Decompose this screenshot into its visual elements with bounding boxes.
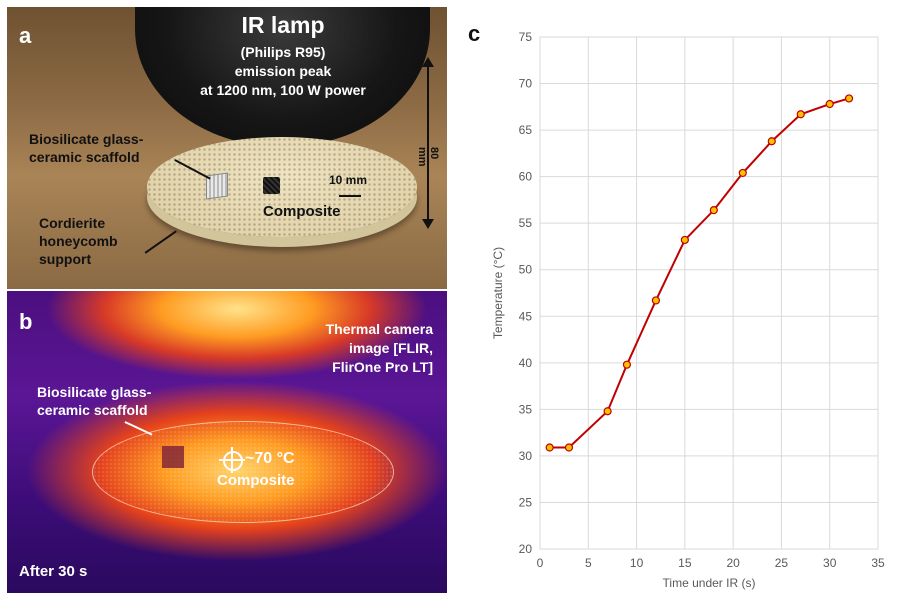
support-label-line-3: support <box>39 251 92 267</box>
panel-c-chart: c 20 25 30 35 40 45 50 55 60 65 70 75 0 5 10 15 20 25 30 35… <box>460 7 900 597</box>
panel-c-letter: c <box>468 21 481 46</box>
support-label-line-1: Cordierite <box>39 215 106 231</box>
panel-a-photo: a IR lamp (Philips R95) emission peak at… <box>7 7 447 289</box>
series-line <box>549 97 850 449</box>
y-tick-label: 40 <box>519 356 533 370</box>
camera-label-line-1: Thermal camera <box>325 321 433 337</box>
temperature-label: ~70 °C <box>245 450 295 467</box>
plot-area-border <box>539 36 879 550</box>
thermal-scaffold-label-line-1: Biosilicate glass- <box>37 384 152 400</box>
x-tick-label: 30 <box>823 556 837 570</box>
support-label-line-2: honeycomb <box>39 233 118 249</box>
x-tick-label: 20 <box>726 556 740 570</box>
temperature-chart: 20 25 30 35 40 45 50 55 60 65 70 75 0 5 10 15 20 25 30 35 T… <box>491 30 885 590</box>
data-point <box>603 407 612 416</box>
data-point <box>564 443 574 452</box>
x-tick-label: 10 <box>630 556 644 570</box>
x-tick-label: 15 <box>678 556 692 570</box>
data-point <box>767 137 776 146</box>
y-tick-label: 25 <box>519 495 533 509</box>
scaffold-label-line-2: ceramic scaffold <box>29 149 140 165</box>
dimension-label: 80 mm <box>416 147 440 167</box>
y-tick-label: 70 <box>519 77 533 91</box>
data-point <box>844 94 854 103</box>
y-tick-label: 55 <box>519 216 533 230</box>
panel-b-letter: b <box>19 309 33 334</box>
y-tick-label: 20 <box>519 542 533 556</box>
camera-label-line-3: FlirOne Pro LT] <box>332 359 433 375</box>
x-tick-label: 35 <box>871 556 885 570</box>
camera-label-line-2: image [FLIR, <box>348 340 433 356</box>
time-label: After 30 s <box>19 563 88 580</box>
lamp-line-3: at 1200 nm, 100 W power <box>200 82 366 98</box>
data-point <box>796 110 805 119</box>
lamp-title: IR lamp <box>241 12 325 38</box>
y-tick-label: 60 <box>519 170 533 184</box>
composite-label: Composite <box>263 203 341 220</box>
thermal-support-shape <box>92 421 394 523</box>
data-point <box>651 296 660 305</box>
crosshair-icon <box>219 447 245 473</box>
thermal-scaffold-shape <box>162 446 184 468</box>
lamp-line-2: emission peak <box>234 63 332 79</box>
data-point <box>545 443 554 452</box>
dimension-arrow <box>427 64 429 224</box>
y-tick-label: 75 <box>519 30 533 44</box>
x-tick-label: 5 <box>585 556 592 570</box>
data-point <box>825 99 834 109</box>
dimension-arrow-head-down <box>422 219 434 229</box>
y-axis-title: Temperature (°C) <box>491 247 505 339</box>
honeycomb-support-shape <box>147 137 417 237</box>
scaffold-label-line-1: Biosilicate glass- <box>29 131 144 147</box>
thermal-composite-label: Composite <box>217 472 295 489</box>
x-tick-label: 0 <box>537 556 544 570</box>
x-tick-label: 25 <box>775 556 789 570</box>
panel-a-letter: a <box>19 23 32 48</box>
data-point <box>709 206 718 215</box>
data-point <box>738 168 747 178</box>
y-tick-label: 65 <box>519 123 533 137</box>
y-tick-label: 45 <box>519 309 533 323</box>
scale-bar-label: 10 mm <box>329 173 368 187</box>
y-tick-label: 35 <box>519 402 533 416</box>
panel-b-thermal-image: b Thermal camera image [FLIR, FlirOne Pr… <box>7 291 447 593</box>
thermal-scaffold-label-line-2: ceramic scaffold <box>37 402 148 418</box>
lamp-line-1: (Philips R95) <box>240 44 326 60</box>
data-point <box>680 235 689 245</box>
dimension-arrow-head-up <box>422 57 434 67</box>
data-point <box>622 360 632 369</box>
composite-cube-shape <box>263 177 280 194</box>
y-tick-label: 30 <box>519 449 533 463</box>
x-axis-title: Time under IR (s) <box>663 576 756 590</box>
y-tick-label: 50 <box>519 263 533 277</box>
scale-bar <box>339 195 361 197</box>
